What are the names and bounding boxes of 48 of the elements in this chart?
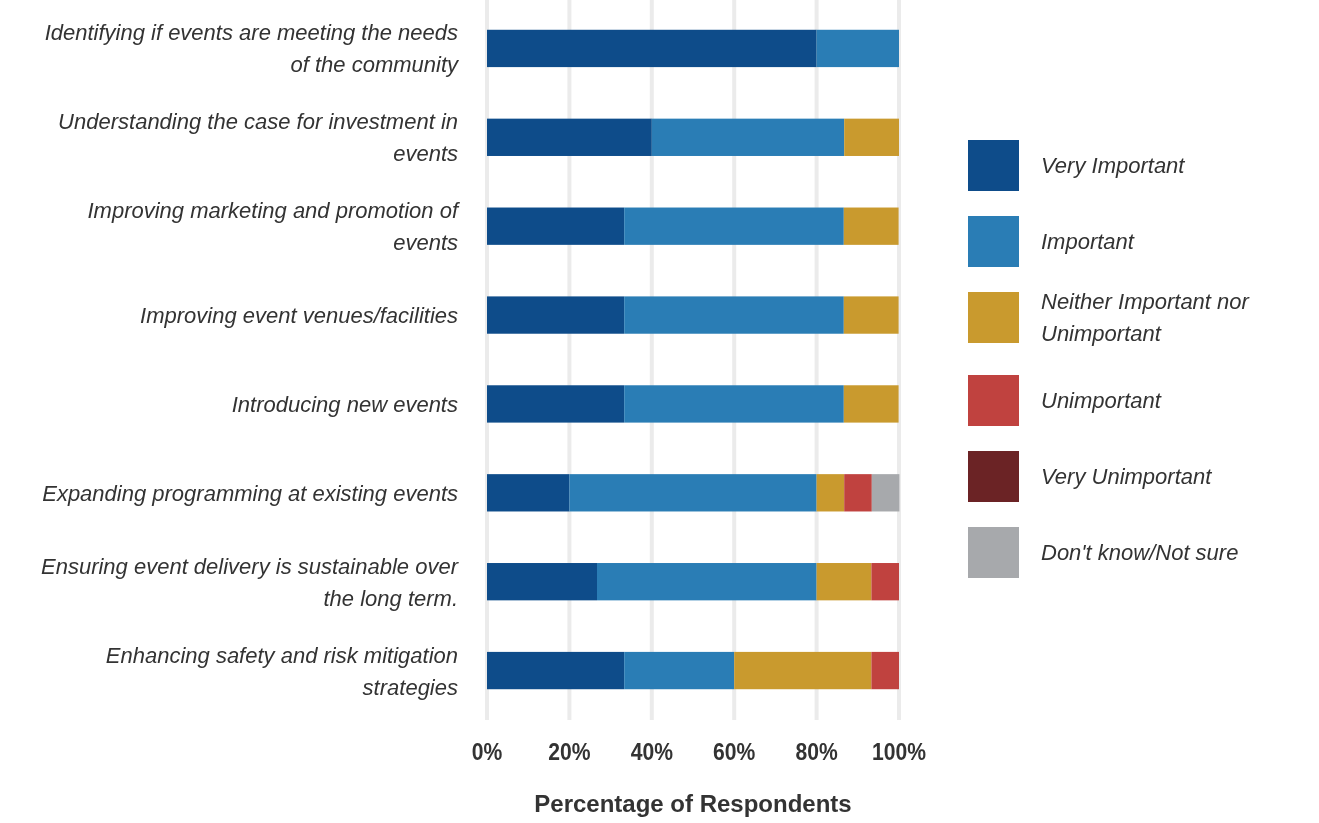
x-tick-label: 20% xyxy=(548,738,591,766)
bar xyxy=(487,207,625,245)
bar xyxy=(734,651,872,690)
bar xyxy=(569,474,817,512)
bar xyxy=(597,563,817,601)
bar xyxy=(487,563,597,601)
x-tick-label: 60% xyxy=(713,738,756,766)
bar xyxy=(624,651,735,690)
bar xyxy=(487,296,625,334)
y-tick-label: Expanding programming at existing events xyxy=(42,480,458,506)
x-tick-label: 100% xyxy=(872,738,926,766)
y-tick-label: Ensuring event delivery is sustainable over the long term. xyxy=(40,553,460,611)
y-tick-label: Improving marketing and promotion of events xyxy=(87,198,461,256)
x-axis-title: Percentage of Respondents xyxy=(534,790,852,817)
y-tick-label: Improving event venues/facilities xyxy=(140,303,458,329)
x-tick-label: 40% xyxy=(630,738,673,766)
legend-label: Very Important xyxy=(1041,153,1186,178)
legend-label: Important xyxy=(1041,229,1135,254)
bar xyxy=(624,296,844,334)
bar xyxy=(816,474,845,512)
bar xyxy=(624,385,844,423)
y-tick-label: Introducing new events xyxy=(231,391,458,417)
bar xyxy=(487,118,652,156)
y-tick-label: Understanding the case for investment in events xyxy=(58,109,458,167)
y-tick-label: Enhancing safety and risk mitigation strategies xyxy=(105,642,458,700)
bar xyxy=(487,651,625,690)
legend-label: Neither Important nor Unimportant xyxy=(1041,289,1251,346)
bar xyxy=(487,385,625,423)
bar xyxy=(844,474,872,512)
bar xyxy=(843,296,899,334)
bar xyxy=(871,563,899,601)
bar xyxy=(487,474,570,512)
x-tick-label: 0% xyxy=(471,738,503,766)
bar xyxy=(871,651,899,690)
bar xyxy=(844,118,899,156)
bar xyxy=(816,563,872,601)
x-tick-label: 80% xyxy=(795,738,838,766)
legend-label: Unimportant xyxy=(1041,388,1162,413)
bar xyxy=(816,29,899,68)
bar xyxy=(624,207,844,245)
legend-label: Don't know/Not sure xyxy=(1041,540,1239,565)
legend-label: Very Unimportant xyxy=(1041,464,1213,489)
y-tick-label: Identifying if events are meeting the needs of the community xyxy=(44,20,460,78)
bar xyxy=(843,385,899,423)
bar xyxy=(487,29,817,68)
bar xyxy=(871,474,900,512)
bar xyxy=(843,207,899,245)
bar xyxy=(651,118,845,156)
